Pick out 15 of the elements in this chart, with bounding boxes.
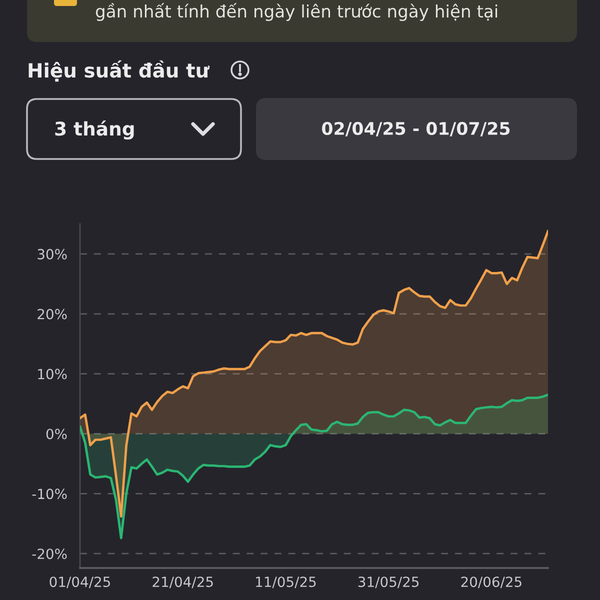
y-tick-label: 10% bbox=[38, 368, 67, 380]
x-tick-label: 01/04/25 bbox=[50, 576, 110, 588]
x-tick-label: 11/05/25 bbox=[256, 576, 316, 588]
y-tick-label: -20% bbox=[32, 548, 67, 560]
y-tick-label: 30% bbox=[38, 248, 67, 260]
text: gần nhất tính đến ngày liên trước ngày hiện tại bbox=[96, 3, 498, 21]
x-tick-label: 21/04/25 bbox=[152, 576, 213, 588]
text: 02/04/25 - 01/07/25 bbox=[322, 122, 510, 136]
x-tick-label: 20/06/25 bbox=[461, 576, 522, 588]
y-tick-label: 0% bbox=[46, 428, 67, 440]
y-tick-label: 20% bbox=[38, 308, 67, 320]
y-tick-label: -10% bbox=[32, 488, 67, 500]
x-tick-label: 31/05/25 bbox=[358, 576, 419, 588]
chart-title: Hiệu suất đầu tư bbox=[28, 60, 210, 82]
text: 3 tháng bbox=[55, 120, 134, 140]
